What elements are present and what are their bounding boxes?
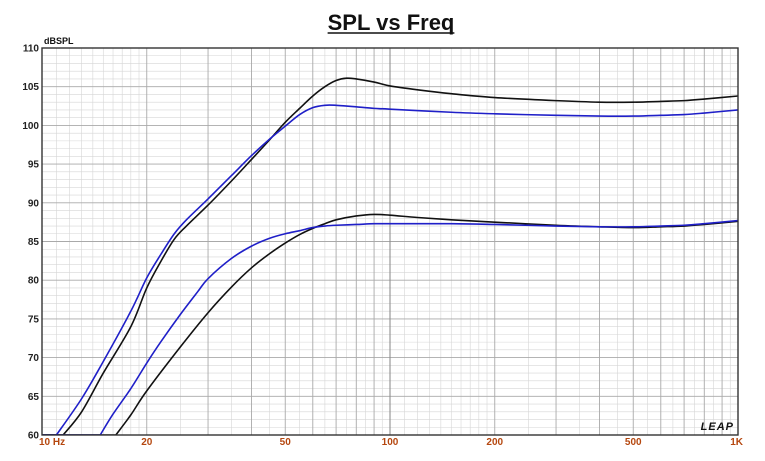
y-tick-label: 100 bbox=[22, 121, 39, 132]
y-tick-label: 70 bbox=[28, 353, 40, 364]
y-tick-label: 60 bbox=[28, 431, 40, 442]
chart-title: SPL vs Freq bbox=[328, 10, 455, 35]
x-tick-label: 500 bbox=[625, 437, 642, 448]
grid-major bbox=[42, 48, 738, 435]
series-line-2 bbox=[42, 104, 738, 435]
y-tick-label: 90 bbox=[28, 198, 40, 209]
x-tick-label: 20 bbox=[141, 437, 153, 448]
y-tick-label: 80 bbox=[28, 276, 40, 287]
leap-logo: LEAP bbox=[701, 421, 734, 433]
y-tick-label: 85 bbox=[28, 237, 40, 248]
x-tick-label: 10 Hz bbox=[39, 437, 65, 448]
series-line-1 bbox=[42, 77, 738, 435]
series-layer bbox=[42, 77, 738, 435]
x-tick-label: 1K bbox=[730, 437, 744, 448]
y-axis-ticks: 60 65 70 75 80 85 90 95 100 105 110 bbox=[22, 44, 39, 442]
series-line-4 bbox=[42, 219, 738, 435]
y-tick-label: 110 bbox=[23, 44, 40, 55]
y-tick-label: 65 bbox=[28, 392, 40, 403]
plot-frame bbox=[41, 47, 739, 436]
x-axis-ticks: 10 Hz 20 50 100 200 500 1K bbox=[39, 437, 744, 448]
x-tick-label: 200 bbox=[486, 437, 503, 448]
x-tick-label: 100 bbox=[382, 437, 399, 448]
x-tick-label: 50 bbox=[280, 437, 292, 448]
y-tick-label: 75 bbox=[28, 314, 40, 325]
y-tick-label: 105 bbox=[22, 82, 39, 93]
y-tick-label: 95 bbox=[28, 160, 40, 171]
y-axis-unit-label: dBSPL bbox=[44, 36, 74, 46]
